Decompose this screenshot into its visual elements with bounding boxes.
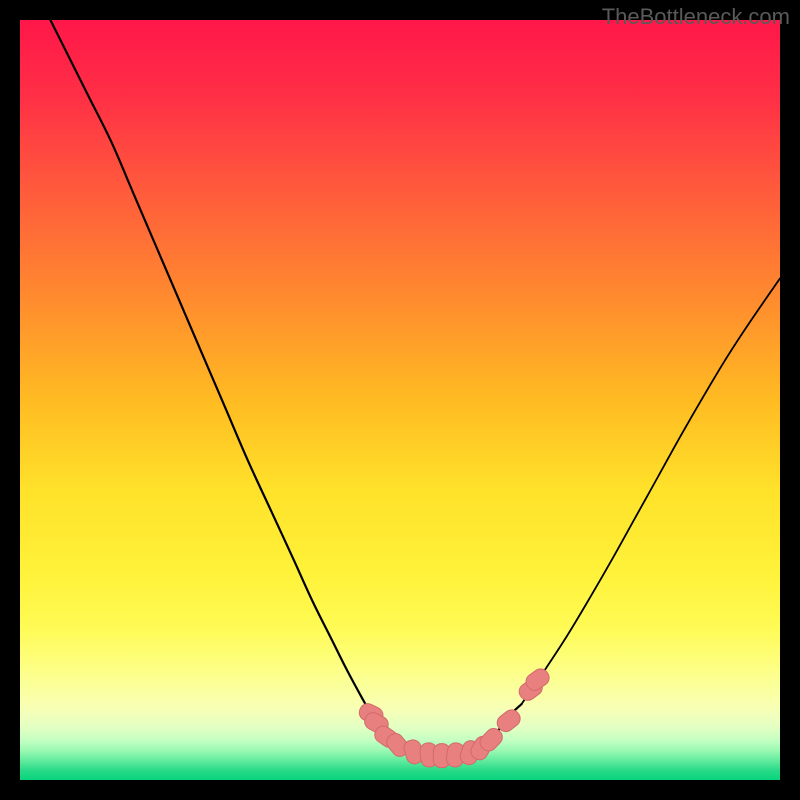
gradient-background [20,20,780,780]
chart-container: TheBottleneck.com [0,0,800,800]
watermark-text: TheBottleneck.com [602,4,790,30]
bottleneck-chart [0,0,800,800]
